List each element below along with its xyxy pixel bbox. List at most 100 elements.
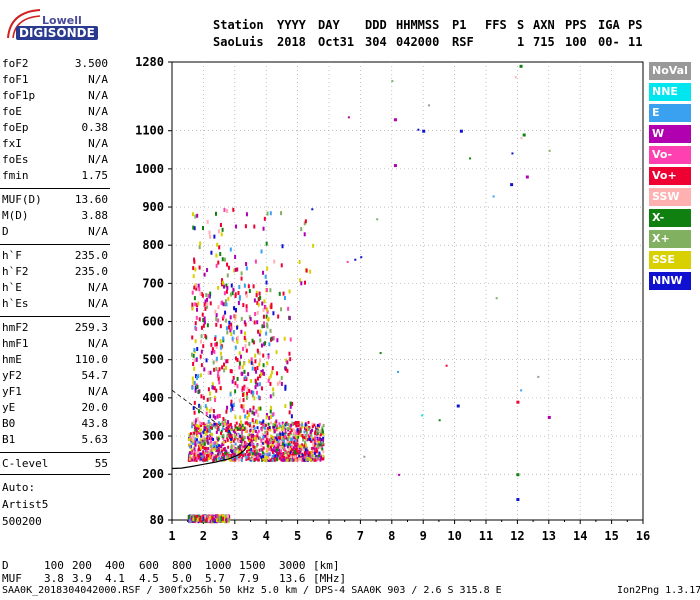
echo-point <box>421 414 424 417</box>
echo-point <box>316 425 319 429</box>
echo-point <box>269 211 272 216</box>
echo-point <box>320 438 323 442</box>
echo-point <box>242 442 245 446</box>
echo-point <box>225 318 228 323</box>
echo-point <box>254 259 257 264</box>
echo-point <box>229 408 232 413</box>
echo-point <box>251 442 254 446</box>
echo-point <box>195 427 198 431</box>
echo-point <box>194 443 197 447</box>
echo-point <box>260 249 263 254</box>
echo-point <box>197 440 200 444</box>
echo-point <box>207 419 210 424</box>
legend-item-vo-: Vo+ <box>649 167 691 185</box>
echo-point <box>249 378 252 383</box>
echo-point <box>190 447 193 451</box>
echo-point <box>263 455 266 459</box>
echo-point <box>234 457 237 461</box>
echo-point <box>229 439 232 443</box>
echo-point <box>193 347 196 352</box>
param-name: h`Es <box>2 297 29 310</box>
echo-point <box>213 349 216 354</box>
echo-point <box>275 419 278 424</box>
echo-point <box>196 456 199 460</box>
echo-point <box>279 439 282 443</box>
echo-point <box>211 423 214 427</box>
auto-code: 500200 <box>2 515 42 528</box>
echo-point <box>199 518 202 523</box>
echo-point <box>230 454 233 458</box>
echo-point <box>319 433 322 437</box>
echo-point <box>206 434 209 438</box>
echo-point <box>269 441 272 445</box>
echo-point <box>275 448 278 452</box>
echo-point <box>201 312 204 317</box>
echo-point <box>213 234 216 239</box>
echo-point <box>234 435 237 439</box>
echo-point <box>280 427 283 431</box>
echo-point <box>199 432 202 436</box>
echo-point <box>226 273 229 278</box>
echo-point <box>241 386 244 391</box>
echo-point <box>293 421 296 425</box>
echo-point <box>312 440 315 444</box>
echo-point <box>263 323 266 328</box>
echo-point <box>257 455 260 459</box>
muf-row-value: 13.6 <box>279 572 306 585</box>
echo-point <box>257 395 260 400</box>
echo-point <box>206 297 209 302</box>
echo-point <box>516 498 520 502</box>
echo-point <box>199 448 202 452</box>
echo-point <box>301 453 304 457</box>
echo-point <box>223 257 226 262</box>
y-tick-label: 300 <box>142 429 164 443</box>
param-name: yE <box>2 401 16 414</box>
echo-point <box>311 422 314 426</box>
echo-point <box>303 232 306 237</box>
echo-point <box>217 285 220 290</box>
echo-point <box>321 428 324 432</box>
echo-point <box>264 440 267 444</box>
echo-point <box>248 289 251 294</box>
echo-point <box>274 449 277 453</box>
echo-point <box>295 421 298 425</box>
echo-point <box>229 328 232 333</box>
echo-point <box>272 423 275 427</box>
echo-point <box>288 351 291 356</box>
echo-point <box>315 433 318 437</box>
echo-point <box>258 362 261 367</box>
echo-point <box>293 451 296 455</box>
echo-point <box>273 423 276 427</box>
echo-point <box>254 311 257 316</box>
echo-point <box>242 404 245 409</box>
y-tick-label: 1280 <box>135 55 164 69</box>
echo-point <box>308 457 311 461</box>
echo-point <box>243 426 246 430</box>
echo-point <box>222 447 225 451</box>
echo-point <box>312 443 315 447</box>
echo-point <box>219 252 222 257</box>
echo-point <box>253 396 256 401</box>
echo-point <box>220 451 223 455</box>
muf-row-unit: [MHz] <box>313 572 347 585</box>
echo-point <box>244 430 247 434</box>
echo-point <box>290 449 293 453</box>
echo-point <box>304 458 307 462</box>
echo-point <box>247 284 250 289</box>
echo-point <box>274 421 277 425</box>
echo-point <box>272 449 275 453</box>
echo-point <box>289 444 292 448</box>
echo-point <box>252 452 255 456</box>
echo-point <box>308 451 311 455</box>
echo-point <box>197 451 200 455</box>
echo-point <box>224 451 227 455</box>
echo-point <box>234 316 237 321</box>
echo-point <box>266 435 269 439</box>
echo-point <box>234 314 237 319</box>
x-tick-label: 7 <box>357 529 364 543</box>
echo-point <box>290 438 293 442</box>
echo-point <box>201 293 204 298</box>
echo-point <box>233 268 236 273</box>
echo-point <box>275 440 278 444</box>
echo-point <box>215 388 218 393</box>
